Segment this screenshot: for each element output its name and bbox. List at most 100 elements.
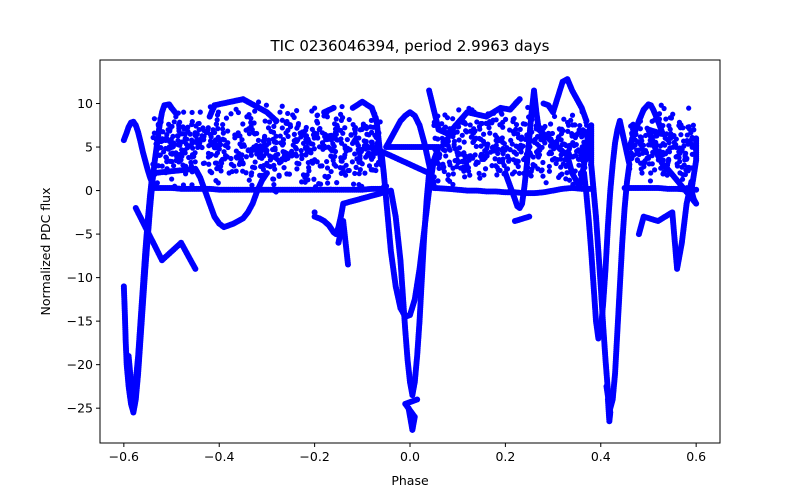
data-point: [357, 127, 363, 133]
data-point: [639, 138, 645, 144]
data-point: [641, 164, 647, 170]
data-point: [359, 161, 365, 167]
data-point: [553, 160, 559, 167]
data-point: [252, 159, 258, 165]
data-point: [460, 159, 466, 165]
data-point: [299, 132, 305, 138]
data-point: [454, 129, 460, 135]
y-axis-label: Normalized PDC flux: [38, 188, 53, 316]
data-point: [581, 170, 588, 177]
data-point: [284, 171, 290, 177]
data-point: [676, 122, 682, 129]
data-point: [214, 166, 220, 172]
data-point: [189, 109, 195, 116]
data-point: [220, 121, 226, 128]
data-point: [333, 116, 339, 122]
data-point: [450, 116, 456, 122]
data-point: [603, 383, 610, 390]
data-point: [566, 177, 573, 183]
data-point: [357, 167, 363, 173]
data-point: [263, 170, 270, 177]
data-point: [454, 164, 460, 170]
data-point: [328, 132, 335, 138]
data-point: [332, 148, 339, 155]
data-point: [281, 165, 287, 171]
data-point: [679, 176, 686, 182]
data-point: [311, 209, 318, 216]
data-point: [472, 137, 478, 143]
data-point: [214, 160, 220, 166]
data-point: [444, 115, 451, 121]
data-point: [565, 128, 571, 134]
data-point: [322, 173, 328, 179]
data-point: [464, 159, 470, 166]
data-point: [273, 117, 280, 124]
data-point: [171, 119, 177, 125]
data-point: [568, 117, 574, 123]
data-point: [682, 157, 688, 163]
data-point: [454, 149, 460, 155]
data-point: [476, 170, 482, 176]
data-point: [546, 163, 552, 170]
data-point: [535, 154, 542, 160]
data-point: [469, 128, 476, 135]
data-point: [350, 121, 356, 128]
data-point: [658, 102, 664, 108]
data-point: [565, 122, 572, 128]
data-point: [677, 150, 683, 156]
data-point: [213, 121, 220, 127]
data-point: [220, 126, 226, 132]
data-point: [674, 163, 681, 169]
data-point: [368, 129, 375, 135]
data-point: [255, 99, 262, 105]
data-point: [316, 127, 322, 133]
data-point: [169, 151, 175, 157]
data-point: [166, 144, 172, 150]
data-point: [313, 131, 319, 137]
data-point: [334, 180, 340, 186]
data-point: [452, 158, 458, 164]
data-point: [540, 159, 546, 166]
data-point: [477, 175, 483, 181]
data-point: [317, 181, 324, 187]
data-point: [187, 131, 193, 137]
data-point: [317, 163, 323, 169]
data-point: [681, 162, 687, 168]
data-point: [214, 150, 221, 156]
data-point: [447, 162, 453, 168]
data-point: [353, 164, 359, 170]
data-point: [262, 118, 268, 124]
data-point: [516, 145, 522, 152]
data-point: [215, 126, 221, 132]
data-point: [169, 176, 175, 182]
data-point: [189, 119, 195, 125]
data-point: [353, 135, 359, 141]
data-point: [583, 117, 590, 124]
data-point: [518, 136, 524, 142]
data-point: [267, 164, 273, 170]
data-point: [273, 152, 279, 158]
data-point: [196, 120, 202, 127]
data-point: [267, 153, 273, 159]
data-point: [338, 136, 344, 142]
data-point: [277, 133, 283, 139]
data-point: [649, 161, 655, 167]
data-point: [270, 136, 276, 142]
data-point: [208, 141, 214, 148]
data-point: [547, 121, 554, 127]
data-point: [463, 128, 469, 134]
data-point: [262, 133, 268, 139]
data-point: [456, 107, 462, 113]
data-point: [657, 143, 664, 149]
data-point: [233, 168, 239, 174]
data-point: [292, 138, 298, 145]
data-point: [513, 151, 520, 157]
data-point: [304, 139, 310, 146]
data-point: [285, 110, 291, 117]
data-point: [293, 146, 299, 152]
data-point: [263, 102, 270, 108]
data-point: [500, 159, 506, 165]
data-point: [281, 149, 288, 155]
data-point: [304, 172, 310, 178]
data-point: [208, 151, 215, 158]
